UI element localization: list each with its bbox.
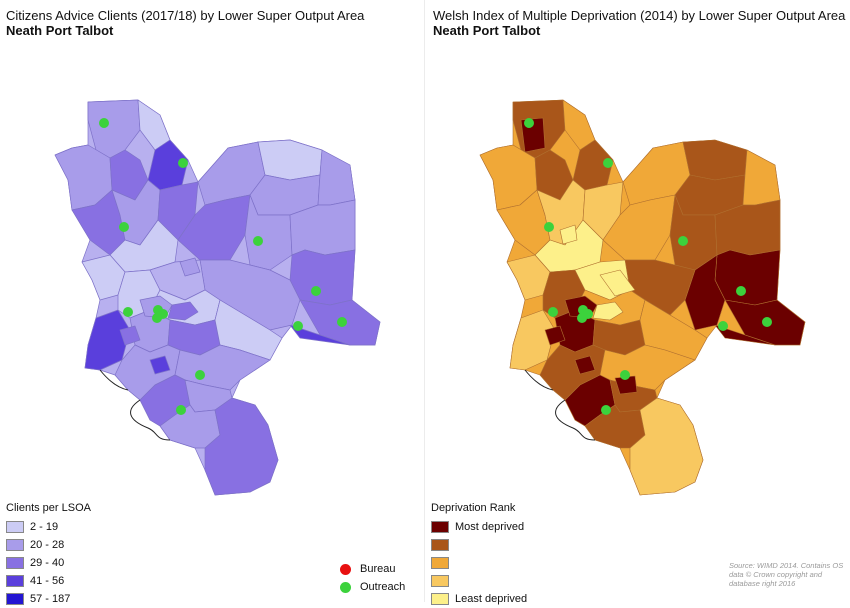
lsoa-region <box>149 355 171 375</box>
outreach-point <box>293 321 303 331</box>
deprivation-map-title: Welsh Index of Multiple Deprivation (201… <box>433 8 846 23</box>
deprivation-legend-row: Most deprived <box>431 518 527 536</box>
clients-legend-title: Clients per LSOA <box>6 502 91 514</box>
clients-legend-row: 57 - 187 <box>6 590 91 608</box>
deprivation-choropleth-map <box>479 99 806 496</box>
deprivation-legend-title: Deprivation Rank <box>431 502 516 514</box>
legend-swatch <box>6 539 24 551</box>
lsoa-region <box>684 254 726 331</box>
outreach-point <box>337 317 347 327</box>
legend-label: 29 - 40 <box>30 557 65 569</box>
legend-swatch <box>6 521 24 533</box>
legend-label: 20 - 28 <box>30 539 65 551</box>
coastline <box>99 369 129 391</box>
legend-swatch <box>431 593 449 605</box>
legend-swatch <box>431 539 449 551</box>
outreach-point <box>178 158 188 168</box>
outreach-point <box>544 222 554 232</box>
point-legend-label: Outreach <box>360 581 406 593</box>
outreach-point <box>253 236 263 246</box>
lsoa-region <box>289 324 351 346</box>
point-legend-label: Bureau <box>360 563 396 575</box>
lsoa-region <box>599 269 636 297</box>
outreach-point <box>195 370 205 380</box>
lsoa-region <box>167 301 199 321</box>
lsoa-region <box>179 257 201 277</box>
legend-label: Least deprived <box>455 593 528 605</box>
outreach-point <box>119 222 129 232</box>
outreach-point <box>548 307 558 317</box>
outreach-point <box>524 118 534 128</box>
legend-label: Most deprived <box>455 521 525 533</box>
lsoa-region <box>742 149 781 206</box>
deprivation-map-subtitle: Neath Port Talbot <box>433 23 541 38</box>
outreach-point <box>123 307 133 317</box>
lsoa-region <box>509 309 556 371</box>
outreach-point <box>601 405 611 415</box>
deprivation-legend: Deprivation Rank Most deprived Least dep… <box>431 502 527 608</box>
source-credit: Source: WIMD 2014. Contains OS data © Cr… <box>729 561 844 588</box>
point-legend: Bureau Outreach <box>340 560 405 596</box>
legend-swatch <box>6 575 24 587</box>
clients-map-subtitle: Neath Port Talbot <box>6 23 114 38</box>
lsoa-region <box>682 139 748 181</box>
legend-swatch <box>431 557 449 569</box>
clients-legend-row: 41 - 56 <box>6 572 91 590</box>
outreach-point <box>311 286 321 296</box>
outreach-point <box>678 236 688 246</box>
lsoa-region <box>317 149 356 206</box>
panel-divider <box>424 0 425 602</box>
lsoa-region <box>119 325 141 346</box>
lsoa-region <box>592 301 624 321</box>
point-legend-row: Bureau <box>340 560 405 578</box>
legend-swatch <box>431 521 449 533</box>
outreach-point <box>603 158 613 168</box>
deprivation-legend-row: Least deprived <box>431 590 527 608</box>
outreach-point <box>99 118 109 128</box>
coastline <box>130 399 171 441</box>
bureau-dot-icon <box>340 563 351 575</box>
outreach-point <box>620 370 630 380</box>
legend-label: 57 - 187 <box>30 593 71 605</box>
lsoa-region <box>289 249 356 306</box>
clients-legend-row: 20 - 28 <box>6 536 91 554</box>
point-legend-row: Outreach <box>340 578 405 596</box>
lsoa-region <box>714 324 776 346</box>
outreach-dot-icon <box>340 581 351 593</box>
deprivation-map-panel: Welsh Index of Multiple Deprivation (201… <box>425 0 850 605</box>
outreach-point <box>577 313 587 323</box>
outreach-point <box>736 286 746 296</box>
clients-map-title: Citizens Advice Clients (2017/18) by Low… <box>6 8 365 23</box>
lsoa-region <box>204 397 279 496</box>
lsoa-region <box>257 139 323 181</box>
coastline <box>524 369 554 391</box>
legend-label: 2 - 19 <box>30 521 59 533</box>
deprivation-legend-row <box>431 536 527 554</box>
outreach-point <box>762 317 772 327</box>
outreach-point <box>152 313 162 323</box>
lsoa-region <box>559 224 578 245</box>
lsoa-region <box>84 309 131 371</box>
outreach-point <box>176 405 186 415</box>
clients-legend-row: 2 - 19 <box>6 518 91 536</box>
lsoa-region <box>574 355 596 375</box>
lsoa-region <box>714 249 781 306</box>
clients-legend-row: 29 - 40 <box>6 554 91 572</box>
deprivation-legend-row <box>431 572 527 590</box>
clients-map-panel: Citizens Advice Clients (2017/18) by Low… <box>0 0 425 605</box>
legend-label: 41 - 56 <box>30 575 65 587</box>
coastline <box>555 399 596 441</box>
clients-choropleth-map <box>54 99 381 496</box>
clients-legend: Clients per LSOA 2 - 19 20 - 28 29 - 40 … <box>6 502 91 608</box>
outreach-point <box>718 321 728 331</box>
lsoa-region <box>629 397 704 496</box>
legend-swatch <box>6 593 24 605</box>
legend-swatch <box>6 557 24 569</box>
legend-swatch <box>431 575 449 587</box>
deprivation-legend-row <box>431 554 527 572</box>
lsoa-region <box>544 325 566 346</box>
